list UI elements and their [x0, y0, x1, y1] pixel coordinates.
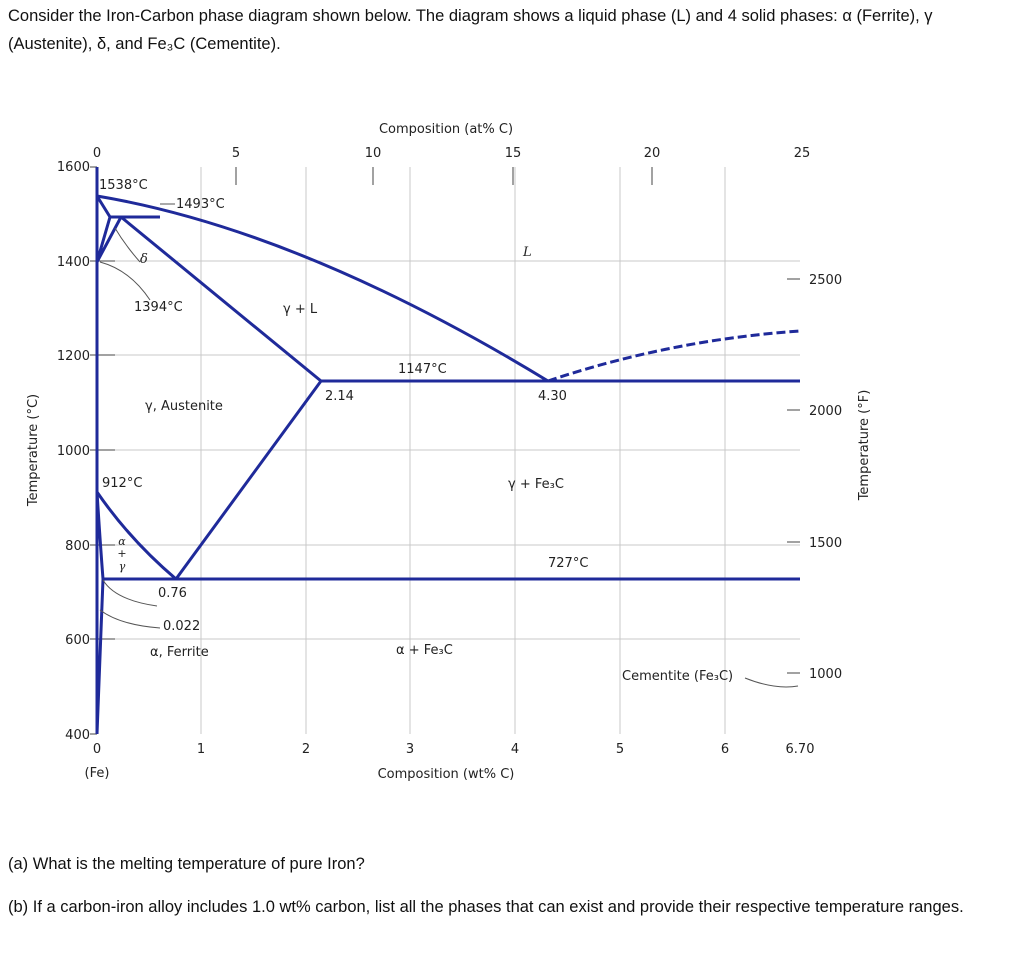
question-part: (a) What is the melting temperature of p… [8, 855, 365, 873]
question-part: (b) If a carbon-iron alloy includes 1.0 … [8, 898, 964, 916]
label: 0.022 [163, 619, 200, 634]
label: α, Ferrite [150, 645, 209, 660]
label: δ [140, 252, 148, 267]
label: 912°C [102, 476, 142, 491]
left-tick: 1000 [57, 444, 90, 459]
label: 1538°C [99, 178, 148, 193]
right-tick: 1000 [809, 667, 842, 682]
label: 1493°C [176, 197, 225, 212]
origin-note: (Fe) [85, 766, 110, 781]
right-tick: 2000 [809, 404, 842, 419]
bottom-tick: 6.70 [786, 742, 815, 757]
label: 1147°C [398, 362, 447, 377]
phase-diagram: 0 5 10 15 20 25 Composition (at% C) 1600… [26, 122, 872, 782]
left-tick: 800 [65, 539, 90, 554]
top-tick: 25 [794, 146, 811, 161]
bottom-tick: 5 [616, 742, 624, 757]
top-tick: 15 [505, 146, 522, 161]
bottom-tick: 6 [721, 742, 729, 757]
label: γ + L [283, 302, 318, 317]
bottom-tick: 3 [406, 742, 414, 757]
label: 0.76 [158, 586, 187, 601]
label: α [118, 535, 126, 548]
label: + [117, 547, 126, 560]
left-tick: 1200 [57, 349, 90, 364]
phase-boundaries [95, 167, 801, 735]
label: α + Fe₃C [396, 643, 453, 658]
question-intro: Consider the Iron-Carbon phase diagram s… [8, 7, 933, 53]
bottom-tick: 4 [511, 742, 519, 757]
top-tick: 10 [365, 146, 382, 161]
right-tick: 1500 [809, 536, 842, 551]
grid [97, 167, 800, 734]
left-tick: 1600 [57, 160, 90, 175]
label: γ + Fe₃C [508, 477, 564, 492]
label: 4.30 [538, 389, 567, 404]
label: 1394°C [134, 300, 183, 315]
label: Cementite (Fe₃C) [622, 669, 733, 684]
left-tick: 400 [65, 728, 90, 743]
label: γ, Austenite [145, 399, 223, 414]
top-tick: 20 [644, 146, 661, 161]
right-tick: 2500 [809, 273, 842, 288]
left-tick: 600 [65, 633, 90, 648]
label: 727°C [548, 556, 588, 571]
leaders [99, 203, 799, 688]
top-tick: 0 [93, 146, 101, 161]
bottom-tick: 0 [93, 742, 101, 757]
left-tick: 1400 [57, 255, 90, 270]
top-tick: 5 [232, 146, 240, 161]
label: γ [119, 560, 126, 573]
label: 2.14 [325, 389, 354, 404]
bottom-axis-title: Composition (wt% C) [378, 767, 515, 782]
bottom-tick: 2 [302, 742, 310, 757]
right-axis-title: Temperature (°F) [857, 390, 872, 502]
label: L [522, 245, 532, 260]
bottom-tick: 1 [197, 742, 205, 757]
left-axis-title: Temperature (°C) [26, 394, 41, 507]
top-axis-title: Composition (at% C) [379, 122, 513, 137]
